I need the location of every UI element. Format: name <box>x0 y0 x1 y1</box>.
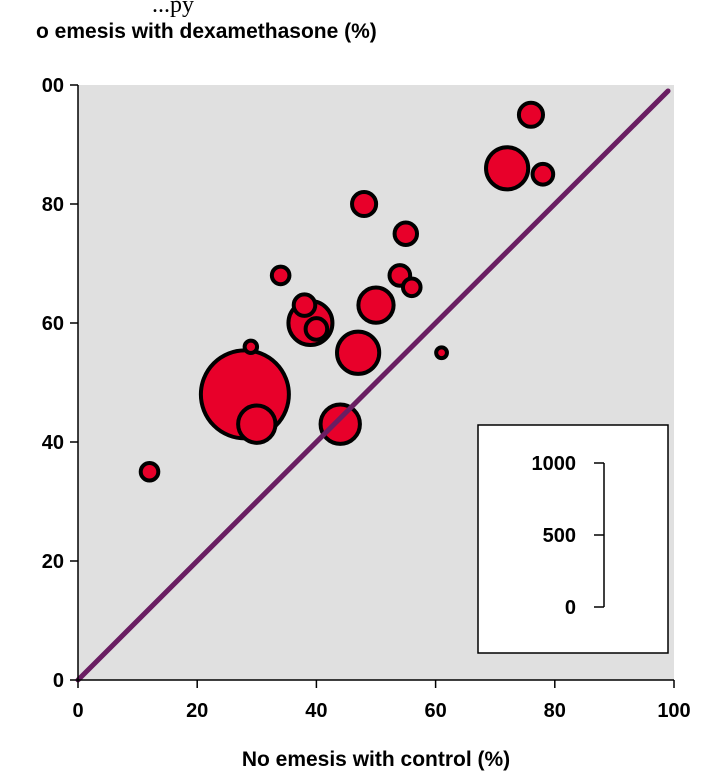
data-point <box>291 292 318 318</box>
x-tick-label: 60 <box>424 700 446 722</box>
x-tick-label: 20 <box>186 700 208 722</box>
y-tick-label: 20 <box>42 551 64 573</box>
y-tick-label: 80 <box>42 194 64 216</box>
bubbles-layer <box>138 100 556 483</box>
data-point <box>269 264 292 287</box>
data-point <box>350 189 379 219</box>
data-point <box>356 285 396 325</box>
y-tick-label: 0 <box>53 670 64 692</box>
data-point <box>516 100 546 129</box>
x-axis-label: No emesis with control (%) <box>242 748 510 771</box>
legend-label: 500 <box>543 525 576 547</box>
data-point <box>434 345 449 361</box>
legend-label: 1000 <box>532 453 577 475</box>
identity-reference-line <box>75 88 671 683</box>
x-tick-label: 100 <box>657 700 690 722</box>
data-point <box>335 329 382 376</box>
data-point <box>242 338 260 356</box>
data-point <box>138 460 161 483</box>
size-legend: 1000 500 0 <box>477 424 669 654</box>
y-tick-label: 00 <box>42 75 64 97</box>
legend-label: 0 <box>565 597 576 619</box>
x-tick-label: 0 <box>72 700 83 722</box>
y-axis-label: o emesis with dexamethasone (%) <box>36 20 377 43</box>
data-point <box>400 276 423 299</box>
y-tick-label: 60 <box>42 313 64 335</box>
data-point <box>318 402 362 446</box>
legend-box <box>477 424 669 654</box>
data-point <box>236 403 278 445</box>
data-point <box>303 316 330 342</box>
data-point <box>392 220 420 247</box>
y-tick-label: 40 <box>42 432 64 454</box>
chart-title-fragment: ...py <box>152 0 194 18</box>
data-point <box>530 161 556 187</box>
x-tick-label: 80 <box>544 700 566 722</box>
x-tick-label: 40 <box>305 700 327 722</box>
data-point <box>484 145 531 192</box>
